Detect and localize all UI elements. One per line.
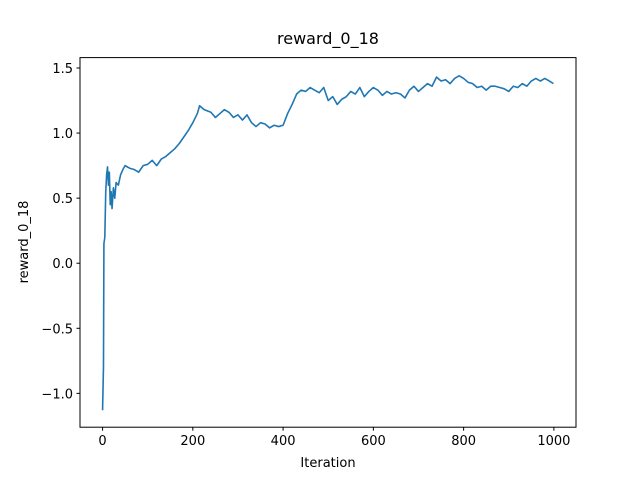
line-series bbox=[101, 75, 554, 411]
y-tick-label: −1.0 bbox=[41, 387, 73, 402]
x-axis-label: Iteration bbox=[300, 456, 355, 471]
x-tick-label: 600 bbox=[361, 434, 386, 449]
chart-title: reward_0_18 bbox=[277, 29, 379, 49]
y-tick-label: 0.0 bbox=[52, 257, 73, 272]
plot-frame bbox=[79, 57, 577, 428]
y-tick-label: −0.5 bbox=[41, 322, 73, 337]
y-tick-label: 1.0 bbox=[52, 127, 73, 142]
x-tick-label: 800 bbox=[451, 434, 476, 449]
y-axis-label: reward_0_18 bbox=[17, 201, 32, 284]
y-tick-label: 1.5 bbox=[52, 62, 73, 77]
y-tick-label: 0.5 bbox=[52, 192, 73, 207]
x-tick-label: 1000 bbox=[537, 434, 570, 449]
x-tick-label: 400 bbox=[271, 434, 296, 449]
x-tick-label: 0 bbox=[98, 434, 106, 449]
x-tick-label: 200 bbox=[180, 434, 205, 449]
